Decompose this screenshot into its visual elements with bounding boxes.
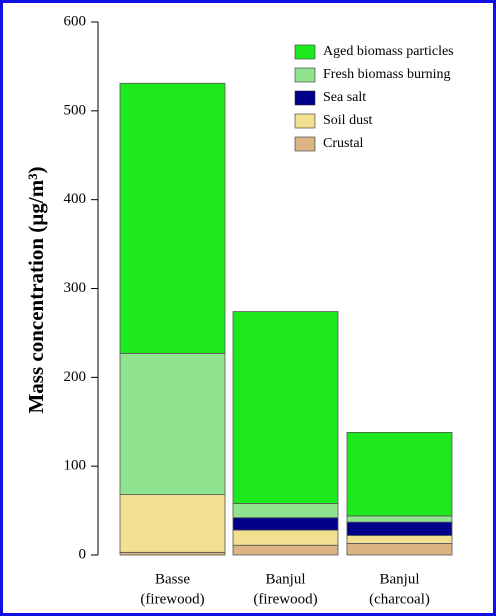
y-tick-label: 200 (64, 369, 87, 385)
legend-label: Crustal (323, 136, 364, 151)
x-tick-label: (charcoal) (369, 591, 430, 607)
bar-segment (346, 515, 453, 523)
bar-segment (346, 521, 453, 536)
bar-segment (346, 535, 453, 544)
bar-segment (119, 82, 226, 354)
legend-label: Aged biomass particles (323, 44, 454, 59)
bar-segment (346, 543, 453, 556)
y-tick-label: 500 (64, 102, 87, 118)
bar-segment (232, 529, 339, 546)
y-tick-label: 0 (79, 546, 87, 562)
x-tick-label: (firewood) (253, 591, 317, 607)
bar-segment (232, 544, 339, 556)
legend-swatch (294, 113, 316, 129)
x-tick-label: Banjul (266, 571, 306, 587)
x-tick-label: Banjul (380, 571, 420, 587)
bar-segment (232, 503, 339, 519)
legend-swatch (294, 44, 316, 60)
legend-swatch (294, 67, 316, 83)
bar-segment (119, 352, 226, 495)
bar-segment (232, 517, 339, 531)
legend-swatch (294, 90, 316, 106)
legend-label: Soil dust (323, 113, 373, 128)
x-tick-label: (firewood) (140, 591, 204, 607)
y-tick-label: 100 (64, 458, 87, 474)
y-tick-label: 300 (64, 280, 87, 296)
legend-label: Sea salt (323, 90, 366, 105)
bar-segment (232, 311, 339, 504)
y-axis-label: Mass concentration (µg/m³) (24, 166, 48, 413)
legend-swatch (294, 136, 316, 152)
legend-label: Fresh biomass burning (323, 67, 451, 82)
y-tick-label: 600 (64, 13, 87, 29)
x-tick-label: Basse (155, 571, 190, 587)
bar-segment (119, 494, 226, 553)
y-tick-label: 400 (64, 191, 87, 207)
bar-segment (346, 432, 453, 517)
